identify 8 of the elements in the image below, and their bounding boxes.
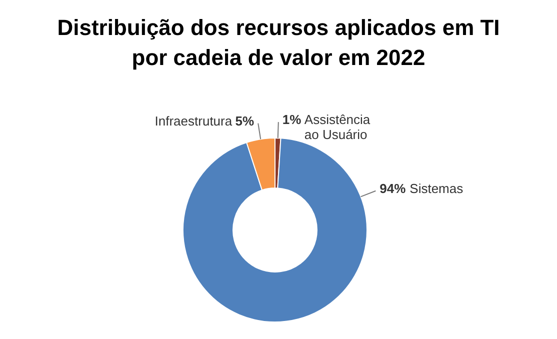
donut-slice bbox=[182, 138, 368, 322]
data-label: 5% bbox=[235, 113, 255, 128]
slice-label: Sistemas bbox=[410, 180, 464, 196]
chart-title: Distribuição dos recursos aplicados em TI por cadeia de valor em 2022 bbox=[57, 15, 500, 70]
slice-label: Infraestrutura bbox=[154, 113, 233, 128]
slice-label: Assistência ao Usuário bbox=[304, 112, 371, 142]
data-label: 1% bbox=[282, 112, 302, 128]
data-label: 94% bbox=[380, 180, 406, 196]
